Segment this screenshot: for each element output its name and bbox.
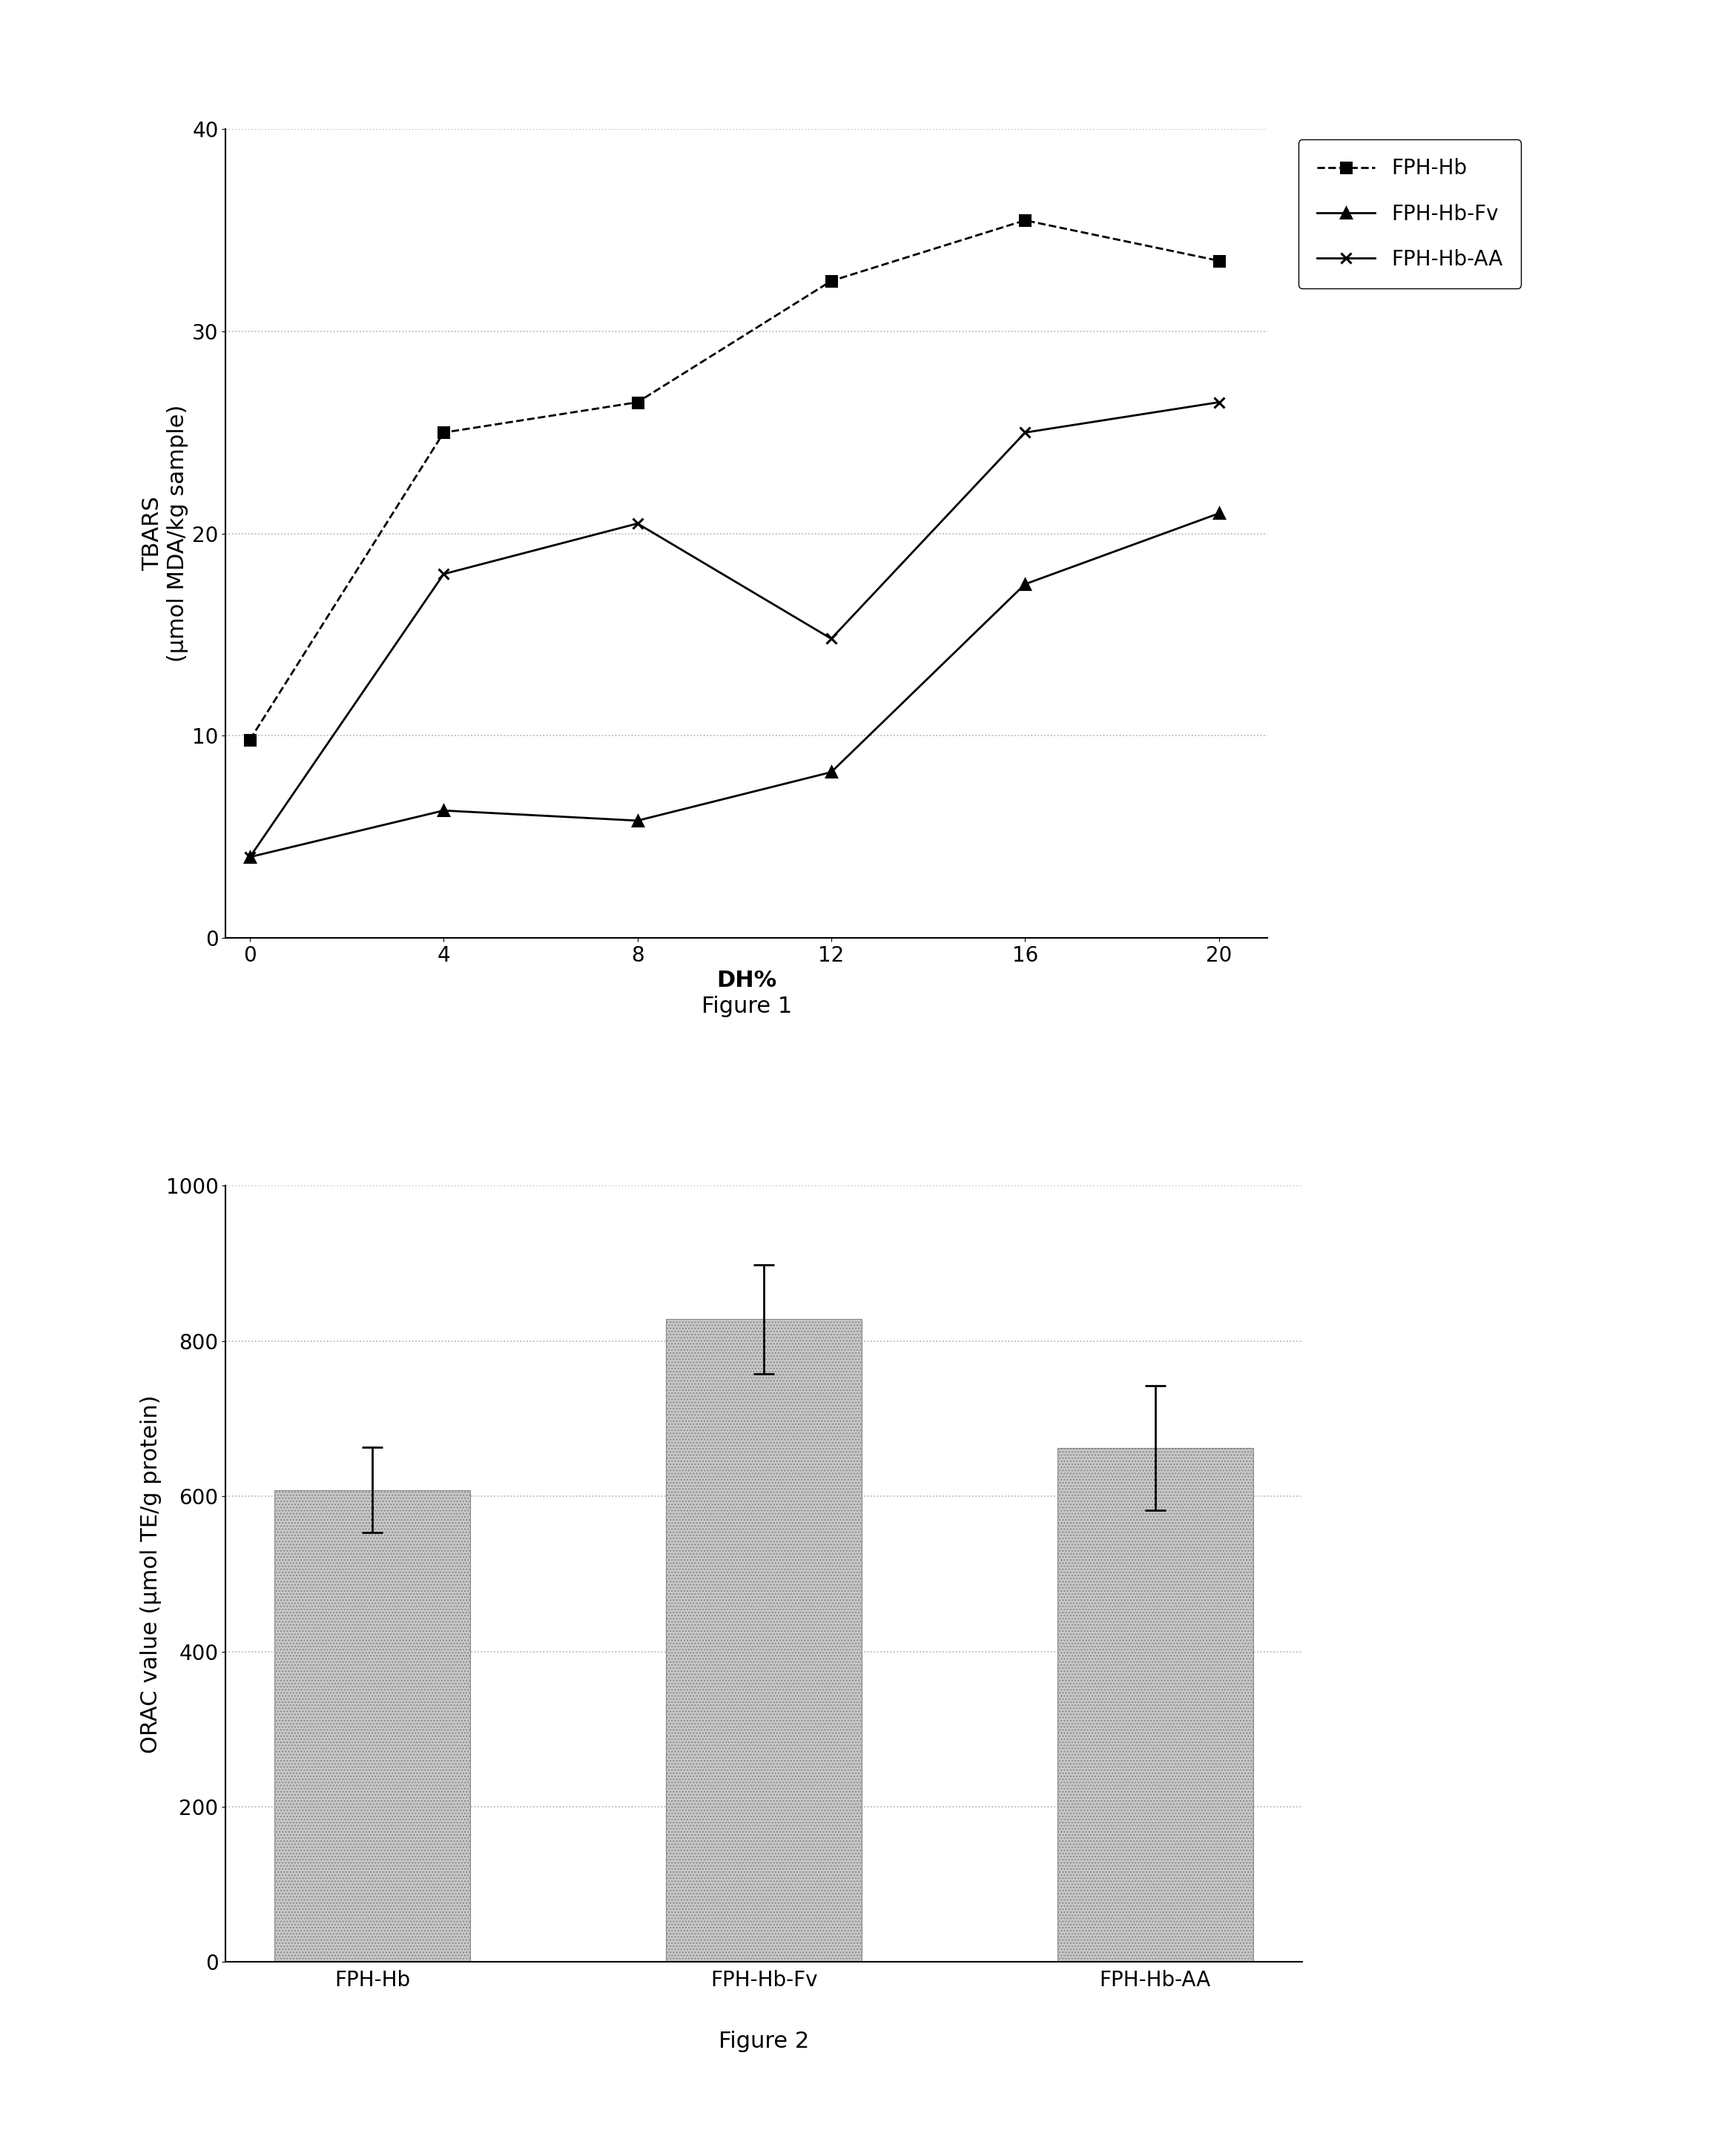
Line: FPH-Hb: FPH-Hb [245, 216, 1224, 746]
X-axis label: DH%: DH% [717, 970, 776, 992]
FPH-Hb-Fv [821, 759, 842, 785]
FPH-Hb-AA [1014, 420, 1035, 446]
Text: Figure 2: Figure 2 [719, 2031, 809, 2053]
FPH-Hb-AA [1208, 390, 1229, 416]
Legend: FPH-Hb, FPH-Hb-Fv, FPH-Hb-AA: FPH-Hb, FPH-Hb-Fv, FPH-Hb-AA [1299, 140, 1521, 289]
Bar [274, 1490, 470, 1962]
FPH-Hb-Fv [240, 845, 260, 871]
FPH-Hb [1208, 248, 1229, 274]
FPH-Hb-Fv [1014, 571, 1035, 597]
FPH-Hb-AA [627, 511, 648, 537]
FPH-Hb-Fv [627, 808, 648, 834]
FPH-Hb [240, 727, 260, 752]
Text: Figure 1: Figure 1 [701, 996, 792, 1018]
FPH-Hb-AA [434, 561, 455, 586]
FPH-Hb [821, 267, 842, 293]
Y-axis label: ORAC value (μmol TE/g protein): ORAC value (μmol TE/g protein) [141, 1395, 161, 1753]
FPH-Hb-Fv [1208, 500, 1229, 526]
Bar [1057, 1449, 1253, 1962]
Line: FPH-Hb-AA: FPH-Hb-AA [245, 397, 1224, 862]
FPH-Hb-AA [821, 625, 842, 651]
FPH-Hb-Fv [434, 798, 455, 824]
Bar [667, 1319, 861, 1962]
FPH-Hb [627, 390, 648, 416]
FPH-Hb [434, 420, 455, 446]
FPH-Hb [1014, 207, 1035, 233]
Y-axis label: TBARS
(μmol MDA/kg sample): TBARS (μmol MDA/kg sample) [142, 405, 187, 662]
Line: FPH-Hb-Fv: FPH-Hb-Fv [245, 509, 1224, 862]
FPH-Hb-AA [240, 845, 260, 871]
